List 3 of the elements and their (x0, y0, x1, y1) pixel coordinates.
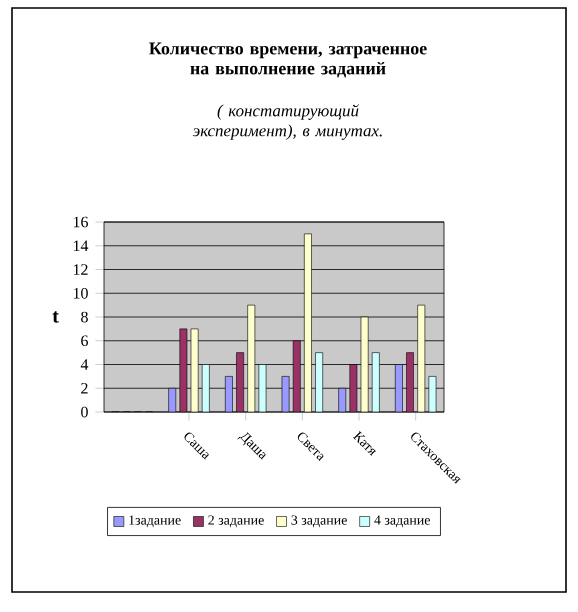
y-axis-title: t (52, 311, 59, 323)
chart-subtitle: ( констатирующий эксперимент), в минутах. (192, 104, 382, 140)
chart-title: Количество времени, затраченное на выполнение заданий (149, 42, 427, 78)
